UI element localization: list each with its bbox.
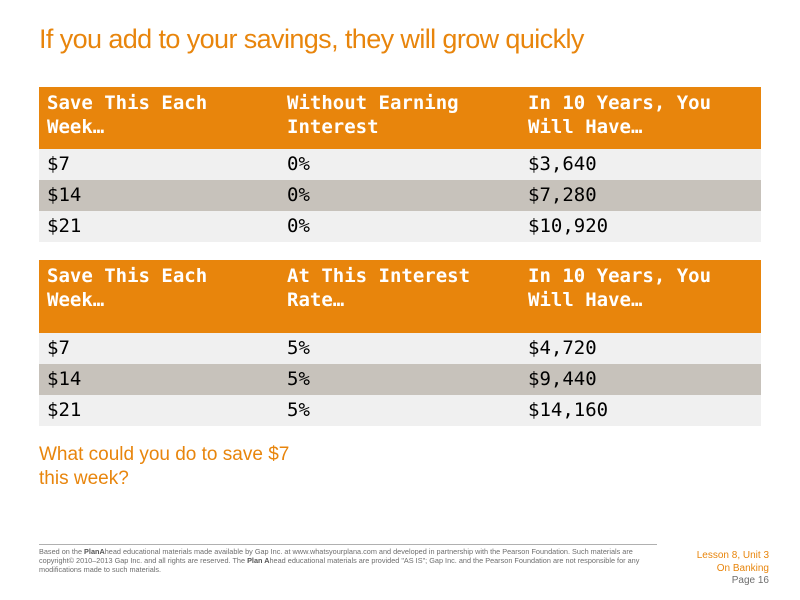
weekly-saving-cell: $7 bbox=[39, 149, 279, 180]
weekly-saving-cell: $7 bbox=[39, 333, 279, 364]
ten-year-total-cell: $4,720 bbox=[520, 333, 761, 364]
table-row: $21 5% $14,160 bbox=[39, 395, 761, 426]
column-header-ten-year-total: In 10 Years, You Will Have… bbox=[520, 260, 761, 333]
page-number: Page 16 bbox=[731, 575, 769, 586]
table-header-row: Save This Each Week… At This Interest Ra… bbox=[39, 260, 761, 333]
interest-rate-cell: 0% bbox=[279, 180, 520, 211]
table-header-row: Save This Each Week… Without Earning Int… bbox=[39, 87, 761, 149]
column-header-interest-rate: At This Interest Rate… bbox=[279, 260, 520, 333]
interest-rate-cell: 5% bbox=[279, 333, 520, 364]
copyright-text-part: head educational materials are provided … bbox=[39, 556, 640, 574]
table-row: $7 5% $4,720 bbox=[39, 333, 761, 364]
savings-with-interest-table: Save This Each Week… At This Interest Ra… bbox=[39, 260, 761, 426]
weekly-saving-cell: $14 bbox=[39, 364, 279, 395]
column-header-interest: Without Earning Interest bbox=[279, 87, 520, 149]
page-title: If you add to your savings, they will gr… bbox=[39, 24, 584, 54]
ten-year-total-cell: $7,280 bbox=[520, 180, 761, 211]
weekly-saving-cell: $14 bbox=[39, 180, 279, 211]
table-row: $14 0% $7,280 bbox=[39, 180, 761, 211]
table-row: $7 0% $3,640 bbox=[39, 149, 761, 180]
savings-without-interest-table: Save This Each Week… Without Earning Int… bbox=[39, 87, 761, 242]
lesson-unit-label: Lesson 8, Unit 3 bbox=[696, 550, 769, 561]
column-header-ten-year-total: In 10 Years, You Will Have… bbox=[520, 87, 761, 149]
column-header-weekly-saving: Save This Each Week… bbox=[39, 87, 279, 149]
weekly-saving-cell: $21 bbox=[39, 211, 279, 242]
column-header-weekly-saving: Save This Each Week… bbox=[39, 260, 279, 333]
weekly-saving-cell: $21 bbox=[39, 395, 279, 426]
ten-year-total-cell: $3,640 bbox=[520, 149, 761, 180]
interest-rate-cell: 5% bbox=[279, 364, 520, 395]
lesson-topic-label: On Banking bbox=[716, 563, 769, 574]
savings-question: What could you do to save $7 this week? bbox=[39, 444, 290, 489]
copyright-text-part: head educational materials made availabl… bbox=[39, 547, 633, 565]
interest-rate-cell: 0% bbox=[279, 211, 520, 242]
interest-rate-cell: 5% bbox=[279, 395, 520, 426]
plan-ahead-brand: Plan A bbox=[247, 556, 270, 565]
interest-rate-cell: 0% bbox=[279, 149, 520, 180]
ten-year-total-cell: $14,160 bbox=[520, 395, 761, 426]
ten-year-total-cell: $9,440 bbox=[520, 364, 761, 395]
lesson-label: Lesson 8, Unit 3 On Banking bbox=[697, 549, 769, 575]
table-row: $14 5% $9,440 bbox=[39, 364, 761, 395]
footer-divider bbox=[39, 544, 657, 545]
copyright-text-part: Based on the bbox=[39, 547, 85, 556]
copyright-notice: Based on the PlanAhead educational mater… bbox=[39, 547, 661, 574]
table-row: $21 0% $10,920 bbox=[39, 211, 761, 242]
plan-ahead-brand: PlanA bbox=[84, 547, 105, 556]
ten-year-total-cell: $10,920 bbox=[520, 211, 761, 242]
